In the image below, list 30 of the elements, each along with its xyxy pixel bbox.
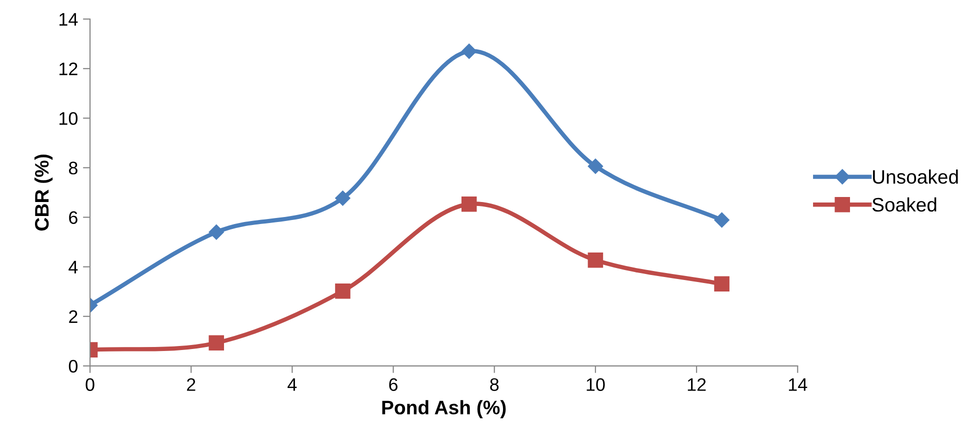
point [588, 252, 604, 268]
point [714, 276, 730, 292]
y-tick-label: 2 [69, 310, 78, 323]
x-tick-label: 0 [86, 378, 94, 391]
point [335, 283, 350, 299]
point [208, 335, 224, 351]
x-tick-label: 4 [288, 378, 297, 391]
point [208, 224, 224, 240]
x-tick-label: 10 [586, 378, 605, 391]
y-tick-label: 6 [69, 211, 78, 224]
x-tick-label: 8 [490, 378, 499, 391]
point [714, 212, 730, 228]
legend-label: Unsoaked [873, 169, 958, 184]
legend-label: Soaked [872, 197, 936, 212]
y-tick-label: 14 [60, 13, 78, 26]
x-tick-label: 2 [187, 378, 196, 391]
point [462, 44, 477, 59]
x-tick-label: 12 [688, 378, 706, 391]
point [588, 158, 604, 174]
y-tick-label: 4 [68, 260, 78, 274]
point [461, 196, 477, 212]
point [335, 190, 350, 206]
x-tick-label: 6 [389, 378, 398, 391]
y-tick-label: 12 [60, 62, 78, 76]
x-axis-title: Pond Ash (%) [382, 400, 506, 418]
y-tick-label: 0 [68, 360, 78, 373]
y-axis-title: CBR (%) [34, 154, 53, 231]
y-tick-label: 8 [68, 162, 78, 174]
y-tick-label: 10 [60, 112, 78, 125]
x-tick-label: 14 [788, 378, 808, 391]
